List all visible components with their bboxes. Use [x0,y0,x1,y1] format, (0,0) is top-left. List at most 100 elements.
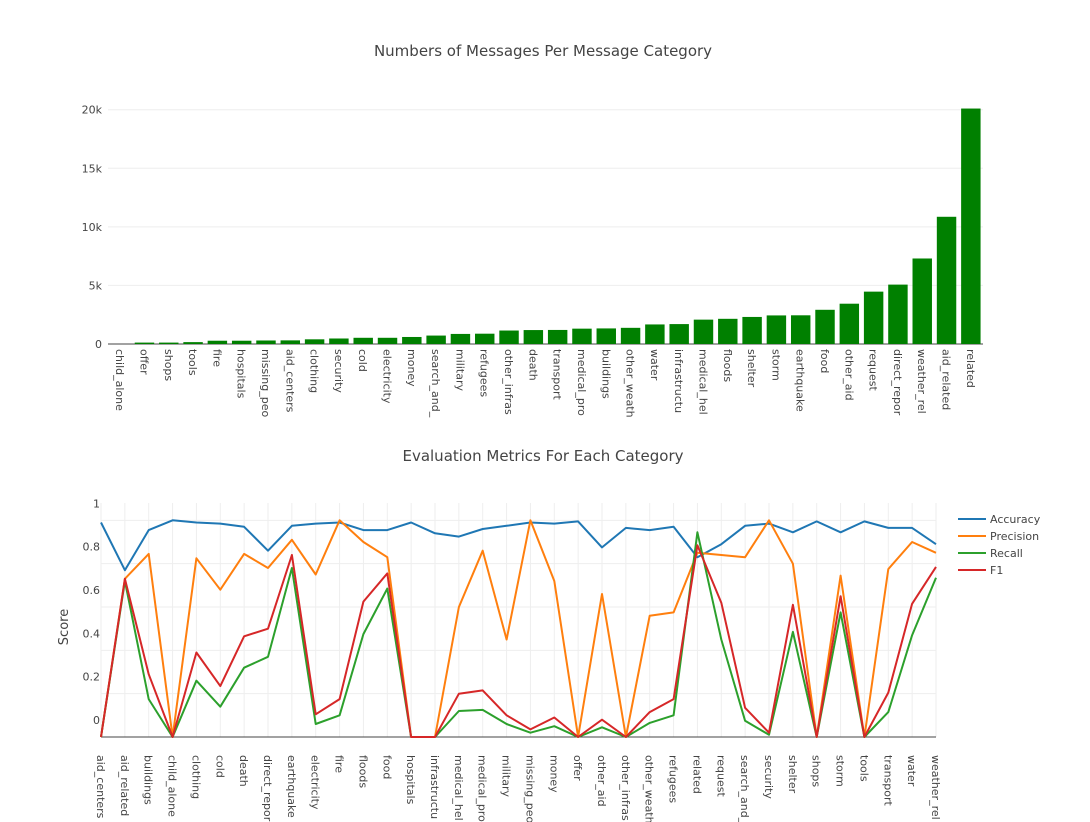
line-chart-gridlines [100,503,937,738]
bar-x-tick-label: clothing [308,349,321,393]
legend-item-precision[interactable]: Precision [958,530,1039,543]
bar-x-tick-label: offer [137,349,150,375]
bar-x-tick-label: request [867,349,880,392]
bar-water[interactable] [645,324,665,344]
bar-weather-rel[interactable] [912,258,932,344]
bar-aid-centers[interactable] [280,340,301,344]
bar-x-tick-label: cold [356,349,369,372]
line-x-tick-label: cold [213,755,226,778]
bar-y-tick-label: 0 [95,338,102,351]
line-x-tick-label: other_infras [619,755,632,821]
line-x-tick-label: request [714,755,727,798]
line-chart: Evaluation Metrics For Each Category Sco… [57,447,1041,822]
bar-y-tick-label: 20k [82,104,103,117]
bar-death[interactable] [523,330,544,344]
legend-item-f1[interactable]: F1 [958,564,1003,577]
legend-label: F1 [990,564,1003,577]
bar-aid-related[interactable] [936,216,957,344]
line-x-tick-label: clothing [189,755,202,799]
bar-refugees[interactable] [475,333,495,344]
bar-shelter[interactable] [742,316,762,344]
bar-x-tick-label: aid_related [940,349,953,410]
bar-electricity[interactable] [377,337,398,344]
line-x-tick-label: medical_pro [476,755,489,822]
legend-label: Accuracy [990,513,1041,526]
bar-x-tick-label: aid_centers [283,349,296,413]
line-x-tick-label: buildings [142,755,155,805]
line-x-tick-label: transport [881,755,894,807]
line-x-tick-label: food [380,755,393,779]
series-recall-line[interactable] [100,531,937,738]
line-x-tick-label: storm [834,755,847,787]
bar-y-tick-label: 15k [82,162,103,175]
line-chart-title: Evaluation Metrics For Each Category [402,447,683,465]
bar-fire[interactable] [207,340,228,344]
bar-x-tick-label: direct_repor [891,349,904,416]
line-x-tick-label: medical_hel [452,755,465,821]
bar-x-tick-label: weather_rel [915,349,928,414]
bar-security[interactable] [329,338,349,344]
bar-medical-hel[interactable] [693,319,714,344]
line-x-tick-label: weather_rel [929,755,942,820]
line-chart-series [100,519,937,738]
bar-infrastructu[interactable] [669,324,689,344]
bar-cold[interactable] [353,337,373,344]
series-f1-line[interactable] [100,544,937,738]
line-y-tick-label: 0.4 [83,627,101,640]
bar-x-tick-label: other_infras [502,349,515,415]
bar-direct-repor[interactable] [888,284,908,344]
legend-label: Recall [990,547,1023,560]
bar-food[interactable] [815,309,835,344]
line-chart-legend[interactable]: Accuracy Precision Recall F1 [958,513,1041,577]
bar-x-tick-label: buildings [599,349,612,399]
line-x-tick-label: shelter [786,755,799,794]
bar-offer[interactable] [134,342,155,344]
line-x-tick-label: shops [810,755,823,787]
bar-money[interactable] [402,336,422,344]
bar-shops[interactable] [159,342,179,344]
line-x-tick-label: other_weath [643,755,656,822]
line-x-tick-label: offer [571,755,584,781]
line-x-tick-label: electricity [309,755,322,810]
line-x-tick-label: direct_repor [261,755,274,822]
bar-chart: Numbers of Messages Per Message Category… [82,42,983,418]
bar-related[interactable] [961,108,981,345]
bar-request[interactable] [863,291,884,344]
bar-tools[interactable] [183,342,203,344]
bar-search-and[interactable] [426,335,446,344]
bar-other-weath[interactable] [620,327,641,344]
bar-x-tick-label: related [964,349,977,388]
legend-label: Precision [990,530,1039,543]
bar-x-tick-label: medical_hel [696,349,709,415]
line-x-tick-label: money [547,755,560,793]
bar-x-tick-label: earthquake [794,349,807,412]
line-chart-y-axis-title: Score [57,609,72,645]
bar-x-tick-label: refugees [478,349,491,397]
bar-missing-peo[interactable] [256,340,276,344]
bar-y-tick-label: 5k [89,279,103,292]
bar-x-tick-label: child_alone [113,349,126,411]
line-x-tick-label: other_aid [595,755,608,807]
line-x-tick-label: aid_related [118,755,131,816]
line-y-tick-label: 0 [93,714,100,727]
bar-storm[interactable] [766,315,787,344]
bar-floods[interactable] [718,318,738,344]
series-precision-line[interactable] [100,519,937,738]
series-accuracy-line[interactable] [100,519,937,572]
bar-x-tick-label: shops [162,349,175,381]
bar-clothing[interactable] [304,339,325,344]
line-x-tick-label: military [500,755,513,797]
bar-chart-y-ticks: 0 5k 10k 15k 20k [82,104,103,351]
bar-military[interactable] [450,333,471,344]
bar-chart-x-ticks: child_alone offer shops tools fire hospitals m… [113,349,977,418]
legend-item-recall[interactable]: Recall [958,547,1023,560]
bar-other-infras[interactable] [499,330,519,344]
bar-earthquake[interactable] [790,315,811,344]
bar-medical-pro[interactable] [572,328,592,344]
bar-other-aid[interactable] [839,303,860,344]
bar-transport[interactable] [547,329,568,344]
bar-hospitals[interactable] [231,340,252,344]
legend-item-accuracy[interactable]: Accuracy [958,513,1041,526]
bar-buildings[interactable] [596,328,616,344]
bar-x-tick-label: death [526,349,539,381]
